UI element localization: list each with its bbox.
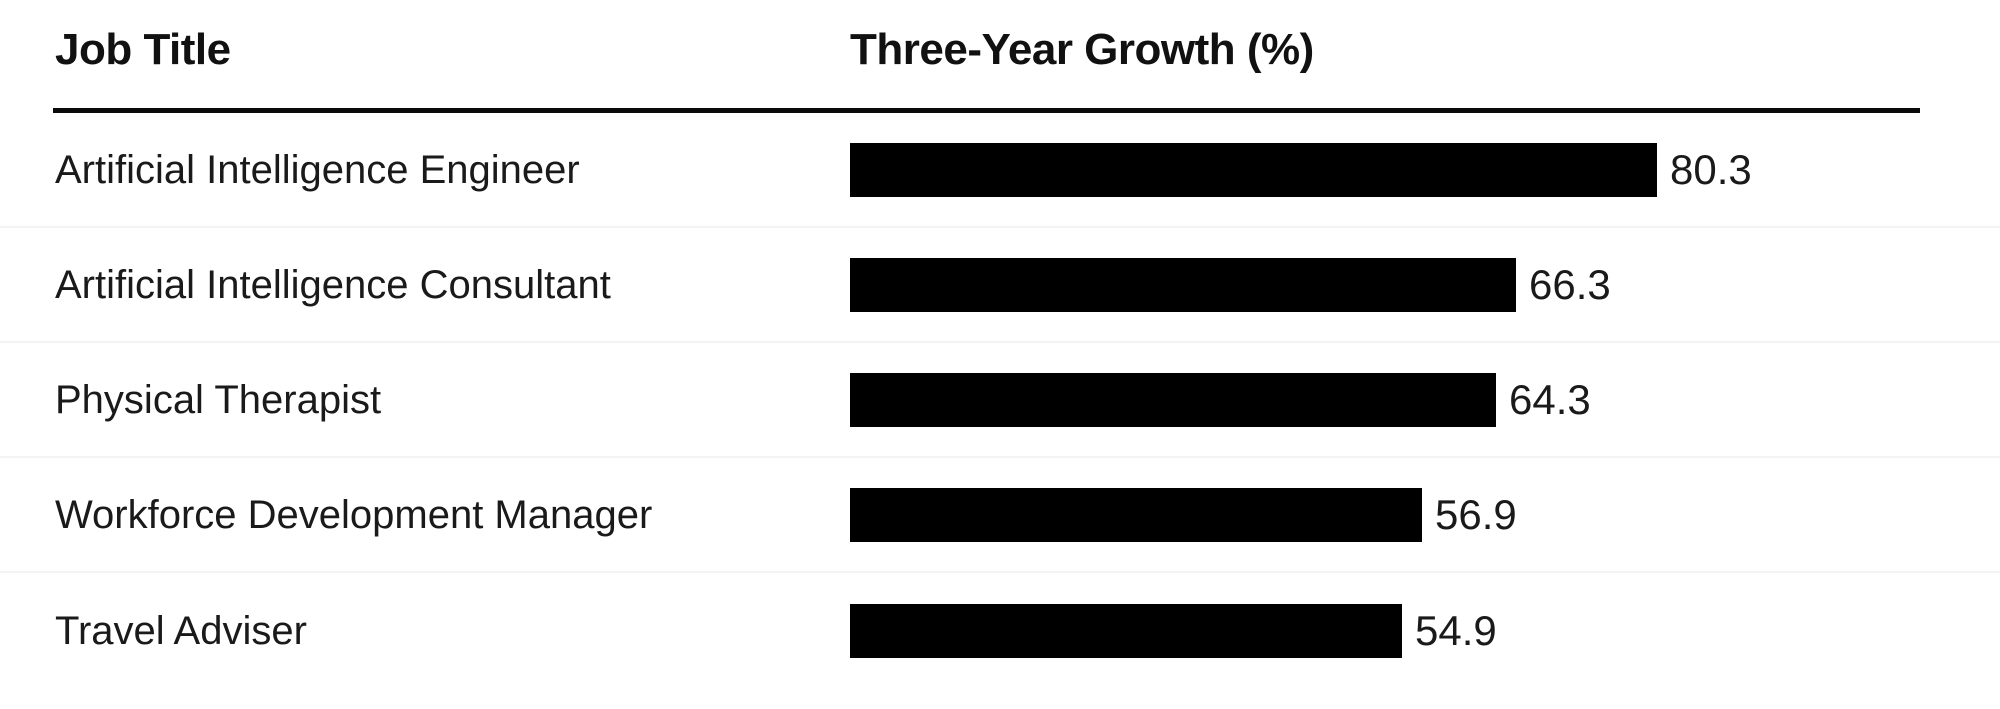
column-header-row: Job Title Three-Year Growth (%) (0, 0, 2000, 74)
growth-bar (850, 487, 1422, 542)
table-row: Physical Therapist 64.3 (0, 343, 2000, 459)
bar-area: 64.3 (850, 372, 2000, 427)
header-divider (53, 108, 1920, 114)
bar-area: 66.3 (850, 257, 2000, 312)
bar-area: 54.9 (850, 603, 2000, 658)
column-header-growth: Three-Year Growth (%) (850, 25, 1314, 74)
column-header-job-title: Job Title (55, 25, 231, 74)
bar-area: 56.9 (850, 487, 2000, 542)
table-row: Artificial Intelligence Engineer 80.3 (0, 113, 2000, 229)
growth-value: 56.9 (1435, 490, 1517, 538)
table-row: Workforce Development Manager 56.9 (0, 458, 2000, 574)
growth-value: 66.3 (1529, 260, 1611, 308)
growth-bar (850, 372, 1496, 427)
rows-container: Artificial Intelligence Engineer 80.3 Arti… (0, 113, 2000, 688)
job-title-label: Artificial Intelligence Consultant (55, 262, 611, 307)
job-title-label: Physical Therapist (55, 377, 382, 422)
growth-bar (850, 603, 1402, 658)
growth-value: 80.3 (1670, 145, 1752, 193)
growth-bar (850, 257, 1516, 312)
bar-area: 80.3 (850, 142, 2000, 197)
table-row: Travel Adviser 54.9 (0, 573, 2000, 688)
growth-bar (850, 142, 1657, 197)
job-title-label: Artificial Intelligence Engineer (55, 147, 580, 192)
table-row: Artificial Intelligence Consultant 66.3 (0, 228, 2000, 344)
growth-value: 54.9 (1415, 606, 1497, 654)
growth-value: 64.3 (1509, 375, 1591, 423)
job-title-label: Workforce Development Manager (55, 492, 653, 537)
job-title-label: Travel Adviser (55, 608, 307, 653)
